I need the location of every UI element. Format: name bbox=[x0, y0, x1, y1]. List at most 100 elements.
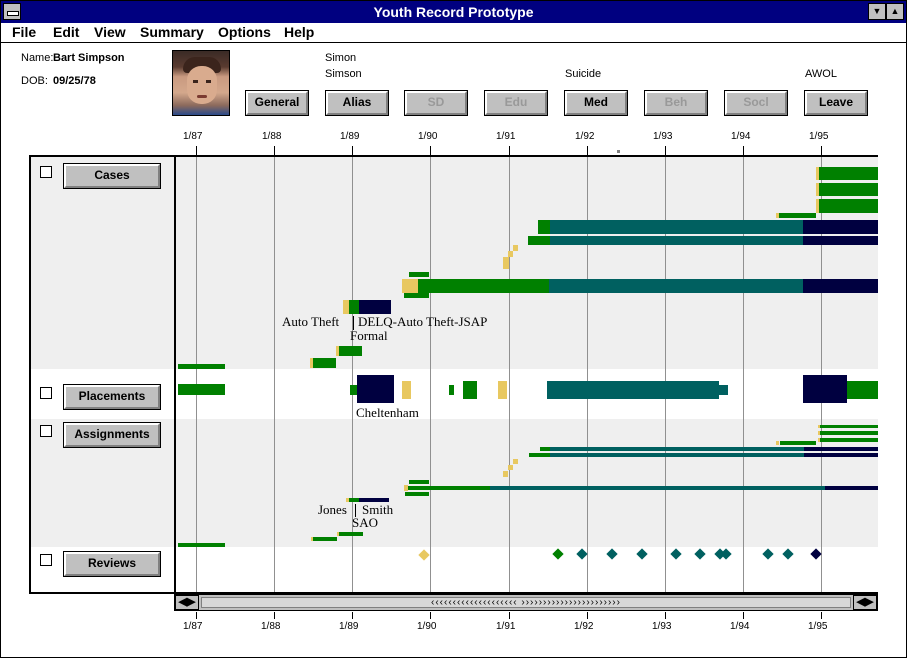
top-tick-mark bbox=[665, 146, 666, 155]
case-bar[interactable] bbox=[338, 346, 362, 356]
maximize-button[interactable]: ▲ bbox=[886, 3, 904, 20]
minimize-button[interactable]: ▼ bbox=[868, 3, 886, 20]
placement-bar[interactable] bbox=[547, 381, 719, 399]
suicide-note: Suicide bbox=[565, 68, 602, 80]
top-tick-94: 1/94 bbox=[731, 131, 751, 142]
assignment-bar[interactable] bbox=[825, 486, 878, 490]
general-button[interactable]: General bbox=[245, 90, 309, 116]
gridline-94 bbox=[743, 157, 744, 592]
timeline-scrollbar[interactable]: ◀▶ ‹‹‹‹‹‹‹‹‹‹‹‹‹‹‹‹‹‹‹‹ ››››››››››››››››… bbox=[174, 594, 878, 611]
bottom-tick-mark bbox=[509, 612, 510, 619]
assignment-bar[interactable] bbox=[804, 447, 878, 451]
case-bar[interactable] bbox=[549, 279, 803, 293]
scroll-right-button[interactable]: ◀▶ bbox=[853, 595, 877, 610]
case-bar[interactable] bbox=[550, 236, 803, 245]
placement-bar[interactable] bbox=[847, 381, 878, 399]
assignment-bar[interactable] bbox=[820, 425, 878, 428]
case-bar[interactable] bbox=[818, 167, 878, 180]
assignment-marker bbox=[404, 485, 408, 491]
case-bar[interactable] bbox=[538, 220, 550, 234]
placements-button[interactable]: Placements bbox=[63, 384, 161, 410]
reviews-checkbox[interactable] bbox=[40, 554, 52, 566]
placement-bar[interactable] bbox=[178, 384, 225, 395]
assignment-bar[interactable] bbox=[408, 486, 490, 490]
case-bar[interactable] bbox=[550, 220, 803, 234]
placements-band bbox=[176, 369, 878, 419]
case-bar[interactable] bbox=[803, 279, 878, 293]
placement-bar[interactable] bbox=[449, 385, 454, 395]
sd-button[interactable]: SD bbox=[404, 90, 468, 116]
section-panel bbox=[31, 157, 176, 592]
case-bar[interactable] bbox=[528, 236, 550, 245]
reviews-button[interactable]: Reviews bbox=[63, 551, 161, 577]
top-tick-mark bbox=[196, 146, 197, 155]
bottom-tick-87: 1/87 bbox=[183, 621, 203, 632]
assignment-bar[interactable] bbox=[820, 431, 878, 435]
case-bar[interactable] bbox=[418, 279, 549, 293]
leave-button[interactable]: Leave bbox=[804, 90, 868, 116]
system-menu-button[interactable] bbox=[3, 3, 21, 20]
case-bar[interactable] bbox=[803, 236, 878, 245]
top-tick-90: 1/90 bbox=[418, 131, 438, 142]
assignment-bar[interactable] bbox=[405, 492, 429, 496]
assignment-bar[interactable] bbox=[780, 441, 816, 445]
case-bar[interactable] bbox=[409, 272, 429, 277]
case-marker bbox=[336, 346, 339, 356]
annotation-divider bbox=[353, 316, 354, 330]
med-button[interactable]: Med bbox=[564, 90, 628, 116]
placement-bar[interactable] bbox=[357, 375, 394, 403]
placements-checkbox[interactable] bbox=[40, 387, 52, 399]
window-title: Youth Record Prototype bbox=[373, 4, 534, 20]
cases-checkbox[interactable] bbox=[40, 166, 52, 178]
assignment-bar[interactable] bbox=[820, 438, 878, 442]
assignment-bar[interactable] bbox=[550, 453, 804, 457]
beh-button[interactable]: Beh bbox=[644, 90, 708, 116]
assignment-bar[interactable] bbox=[540, 447, 550, 451]
top-tick-mark bbox=[352, 146, 353, 155]
menu-file[interactable]: File bbox=[12, 24, 37, 40]
socl-button[interactable]: Socl bbox=[724, 90, 788, 116]
alias-line-2: Simson bbox=[325, 68, 362, 80]
bottom-tick-88: 1/88 bbox=[261, 621, 281, 632]
menu-edit[interactable]: Edit bbox=[53, 24, 80, 40]
placement-bar[interactable] bbox=[350, 385, 357, 395]
case-bar[interactable] bbox=[404, 293, 429, 298]
assignment-bar[interactable] bbox=[359, 498, 389, 502]
menu-help[interactable]: Help bbox=[284, 24, 315, 40]
placement-bar[interactable] bbox=[803, 375, 847, 403]
assignment-bar[interactable] bbox=[339, 532, 363, 536]
assignment-marker bbox=[818, 425, 820, 428]
awol-note: AWOL bbox=[805, 68, 837, 80]
bottom-tick-95: 1/95 bbox=[808, 621, 828, 632]
edu-button[interactable]: Edu bbox=[484, 90, 548, 116]
case-bar[interactable] bbox=[312, 358, 336, 368]
assignment-bar[interactable] bbox=[178, 543, 225, 547]
assignment-bar[interactable] bbox=[529, 453, 550, 457]
case-bar[interactable] bbox=[778, 213, 816, 218]
menu-options[interactable]: Options bbox=[218, 24, 271, 40]
menu-summary[interactable]: Summary bbox=[140, 24, 204, 40]
assignments-checkbox[interactable] bbox=[40, 425, 52, 437]
case-bar[interactable] bbox=[178, 364, 225, 369]
assignment-bar[interactable] bbox=[550, 447, 804, 451]
placement-bar[interactable] bbox=[719, 385, 728, 395]
assignment-bar[interactable] bbox=[490, 486, 825, 490]
assignment-bar[interactable] bbox=[349, 498, 359, 502]
assignment-bar[interactable] bbox=[409, 480, 429, 484]
cases-button[interactable]: Cases bbox=[63, 163, 161, 189]
assignment-bar[interactable] bbox=[804, 453, 878, 457]
case-bar[interactable] bbox=[818, 199, 878, 213]
scroll-left-button[interactable]: ◀▶ bbox=[175, 595, 199, 610]
menu-view[interactable]: View bbox=[94, 24, 126, 40]
assignment-bar[interactable] bbox=[313, 537, 337, 541]
scroll-track[interactable]: ‹‹‹‹‹‹‹‹‹‹‹‹‹‹‹‹‹‹‹‹ ›››››››››››››››››››… bbox=[201, 597, 851, 608]
assignments-band bbox=[176, 419, 878, 547]
case-bar[interactable] bbox=[349, 300, 359, 314]
placement-bar[interactable] bbox=[463, 381, 477, 399]
case-bar[interactable] bbox=[818, 183, 878, 196]
case-bar[interactable] bbox=[359, 300, 391, 314]
alias-button[interactable]: Alias bbox=[325, 90, 389, 116]
top-tick-93: 1/93 bbox=[653, 131, 673, 142]
case-bar[interactable] bbox=[803, 220, 878, 234]
assignments-button[interactable]: Assignments bbox=[63, 422, 161, 448]
